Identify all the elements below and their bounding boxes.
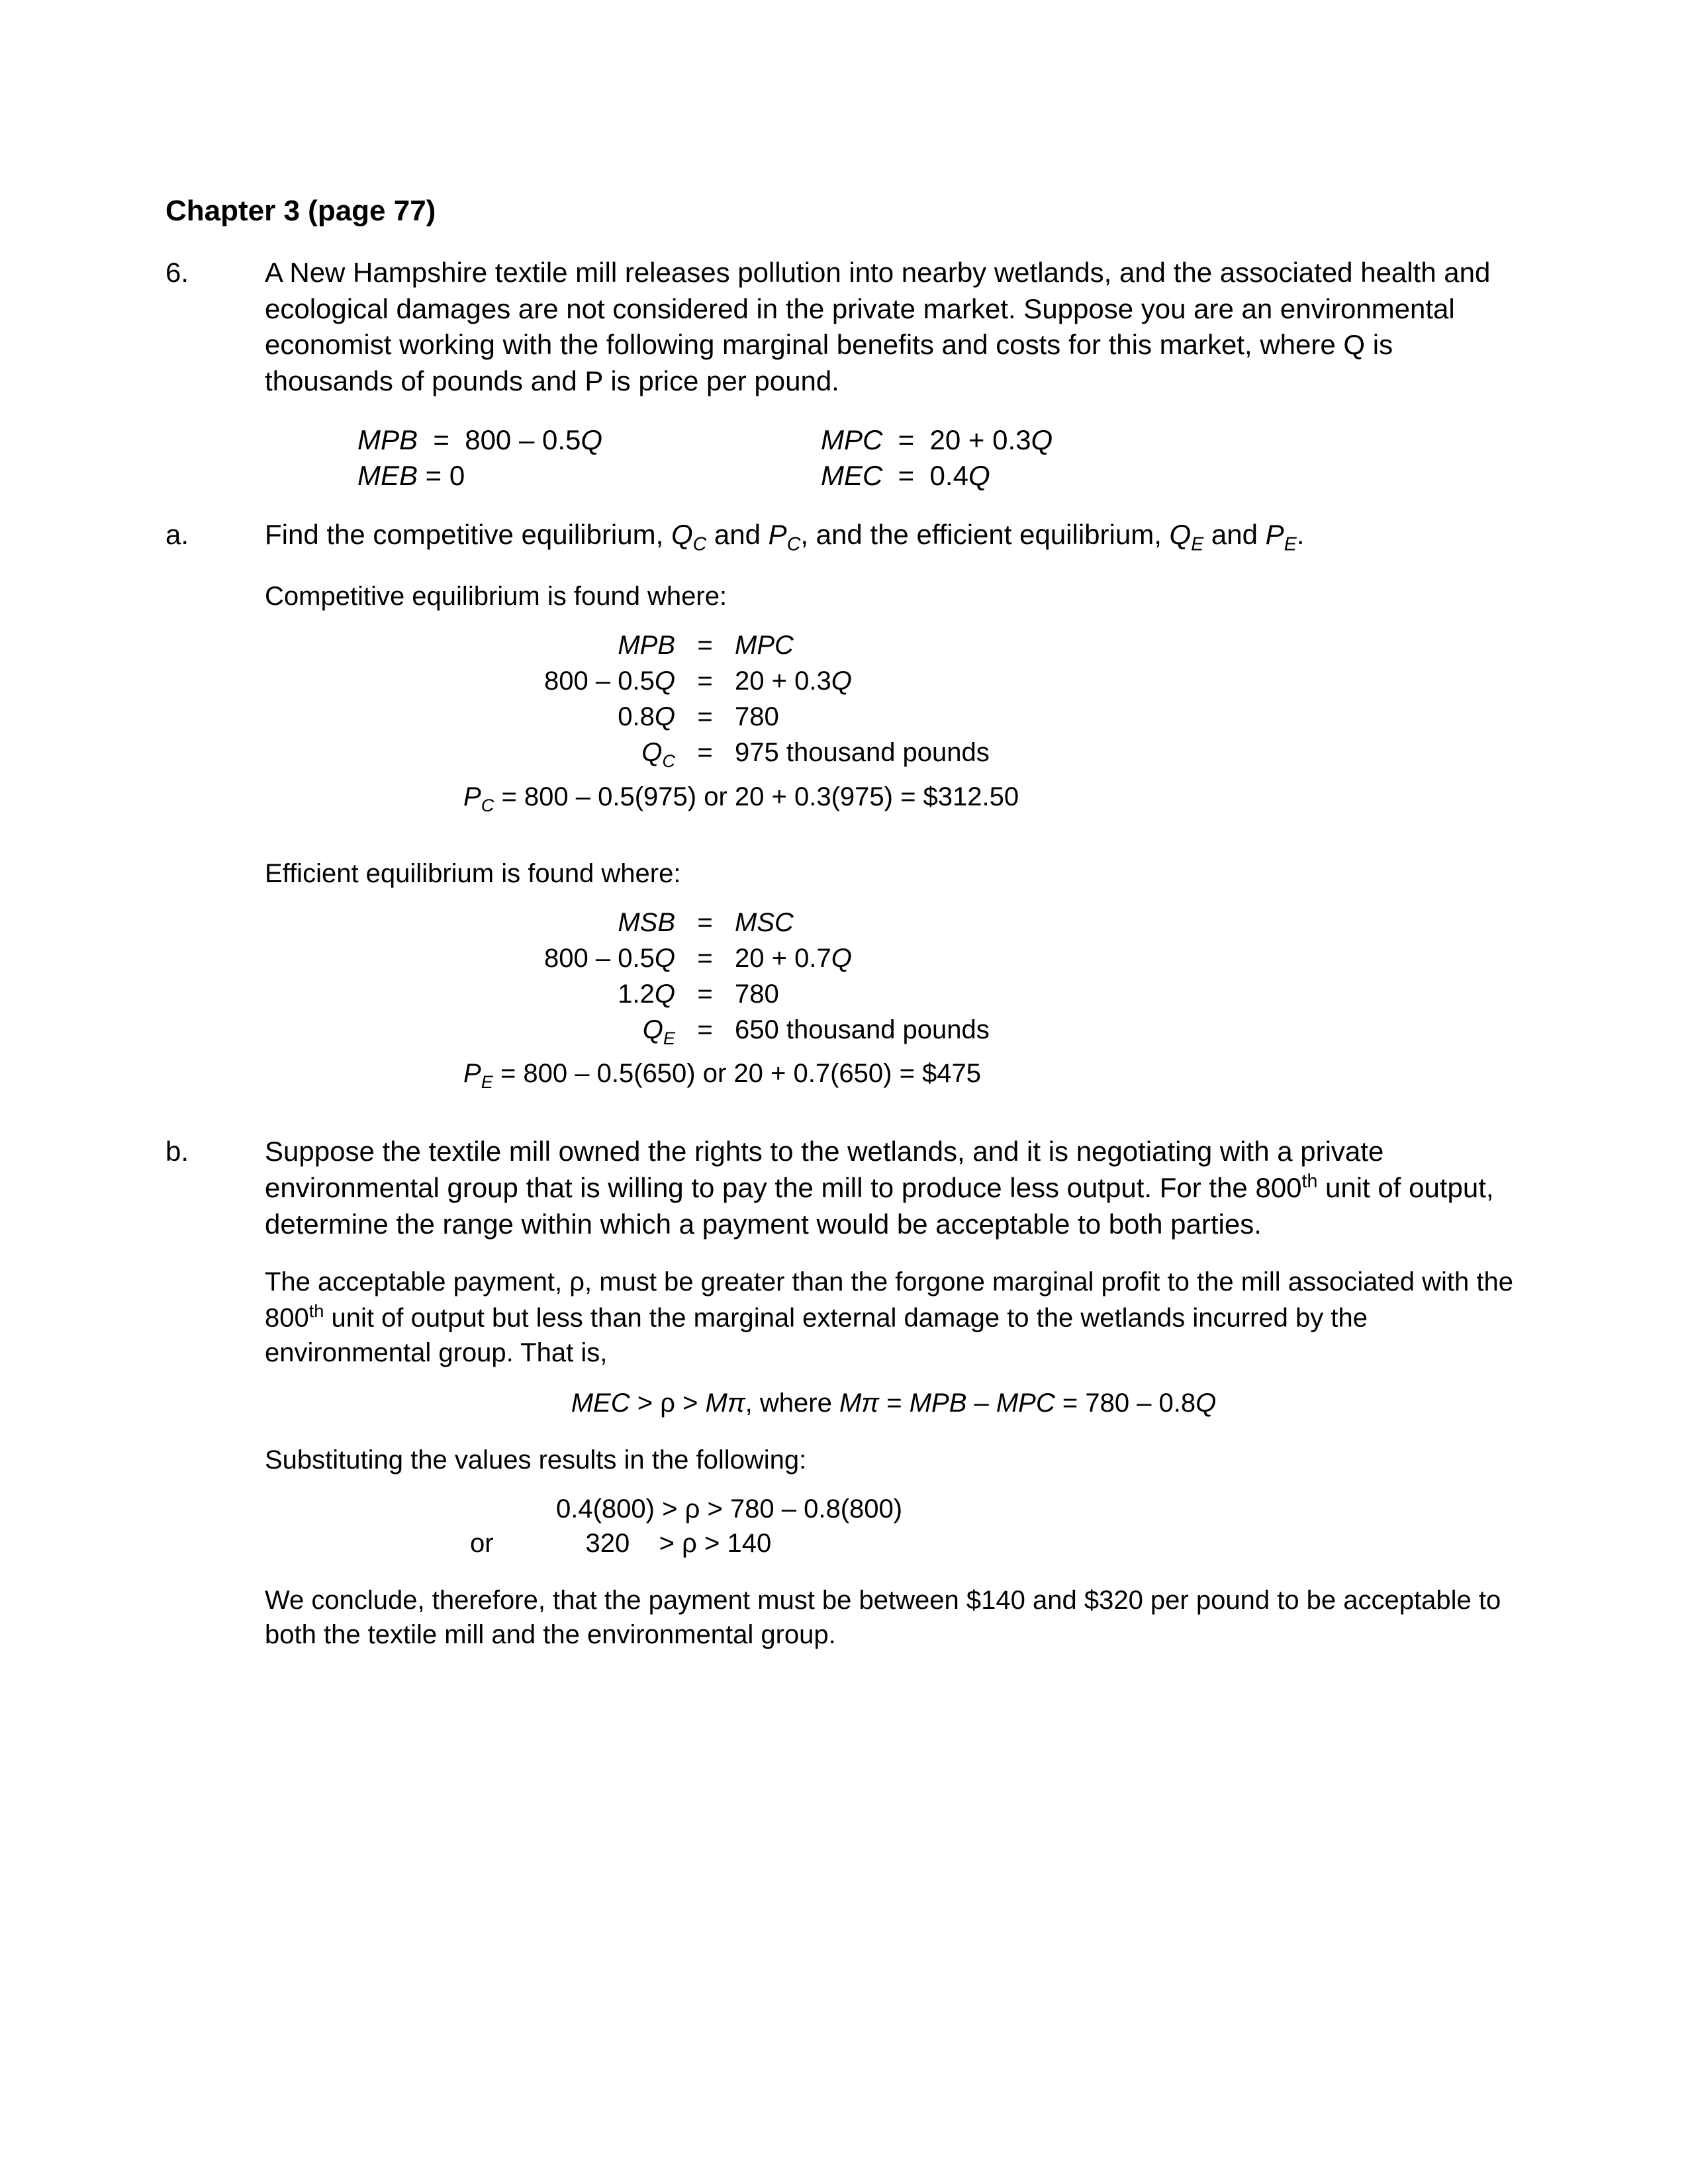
eff-r2-l: 800 – 0.5Q — [463, 941, 675, 976]
eff-r3-m: = — [675, 977, 735, 1011]
eff-r1-m: = — [675, 905, 735, 940]
question-number: 6. — [165, 255, 265, 291]
eq-mpb: MPB = 800 – 0.5Q — [357, 422, 821, 459]
eff-r4-m: = — [675, 1013, 735, 1050]
part-b-subst-intro: Substituting the values results in the f… — [265, 1443, 1523, 1477]
comp-r1-r: MPC — [735, 631, 794, 660]
eff-r4-r: 650 thousand pounds — [735, 1013, 1145, 1050]
eq-mec: MEC = 0.4Q — [821, 458, 1284, 494]
competitive-block: Competitive equilibrium is found where: … — [165, 579, 1523, 1093]
question-6: 6. A New Hampshire textile mill releases… — [165, 255, 1523, 399]
comp-r1-l: MPB — [618, 631, 675, 660]
subst-line-1: 0.4(800) > ρ > 780 – 0.8(800) — [556, 1492, 902, 1526]
part-a: a. Find the competitive equilibrium, QC … — [165, 517, 1523, 557]
part-b-solution: The acceptable payment, ρ, must be great… — [165, 1265, 1523, 1651]
part-a-text: Find the competitive equilibrium, QC and… — [265, 517, 1523, 557]
comp-r2-m: = — [675, 664, 735, 698]
eq-meb: MEB = 0 — [357, 458, 821, 494]
comp-r3-r: 780 — [735, 700, 1145, 734]
page: Chapter 3 (page 77) 6. A New Hampshire t… — [0, 0, 1688, 2184]
eff-r1-r: MSC — [735, 908, 794, 937]
eff-r3-r: 780 — [735, 977, 1145, 1011]
part-b-conclusion: We conclude, therefore, that the payment… — [265, 1583, 1523, 1652]
qe-sub: E — [1191, 533, 1203, 555]
efficient-equations: MSB = MSC 800 – 0.5Q = 20 + 0.7Q 1.2Q = … — [463, 905, 1523, 1050]
qe-var: Q — [1170, 519, 1192, 550]
part-a-mid: , and the efficient equilibrium, — [800, 519, 1169, 550]
efficient-price: PE = 800 – 0.5(650) or 20 + 0.7(650) = $… — [463, 1056, 1523, 1093]
part-b: b. Suppose the textile mill owned the ri… — [165, 1134, 1523, 1243]
part-a-period: . — [1297, 519, 1305, 550]
pe-sub: E — [1284, 533, 1297, 555]
eff-r1-l: MSB — [618, 908, 675, 937]
eff-r3-l: 1.2Q — [463, 977, 675, 1011]
part-a-and2: and — [1203, 519, 1265, 550]
pc-sub: C — [787, 533, 801, 555]
competitive-price: PC = 800 – 0.5(975) or 20 + 0.3(975) = $… — [463, 780, 1523, 817]
comp-r3-l: 0.8Q — [463, 700, 675, 734]
part-b-label: b. — [165, 1134, 265, 1170]
comp-r2-r: 20 + 0.3Q — [735, 664, 1145, 698]
subst-line-2: 320 > ρ > 140 — [556, 1526, 771, 1561]
eff-r2-r: 20 + 0.7Q — [735, 941, 1145, 976]
part-a-label: a. — [165, 517, 265, 553]
comp-r1-m: = — [675, 628, 735, 662]
qc-sub: C — [693, 533, 707, 555]
given-equations-left: MPB = 800 – 0.5Q MEB = 0 — [357, 422, 821, 494]
competitive-equations: MPB = MPC 800 – 0.5Q = 20 + 0.3Q 0.8Q = … — [463, 628, 1523, 772]
part-b-inequality: MEC > ρ > Mπ, where Mπ = MPB – MPC = 780… — [265, 1386, 1523, 1420]
question-text: A New Hampshire textile mill releases po… — [265, 255, 1523, 399]
efficient-intro: Efficient equilibrium is found where: — [265, 856, 1523, 891]
comp-r2-l: 800 – 0.5Q — [463, 664, 675, 698]
comp-r4-r: 975 thousand pounds — [735, 735, 1145, 772]
part-b-substitution: 0.4(800) > ρ > 780 – 0.8(800) or 320 > ρ… — [470, 1492, 1523, 1561]
part-b-explain: The acceptable payment, ρ, must be great… — [265, 1265, 1523, 1369]
competitive-intro: Competitive equilibrium is found where: — [265, 579, 1523, 614]
comp-r4-m: = — [675, 735, 735, 772]
eq-mpc: MPC = 20 + 0.3Q — [821, 422, 1284, 459]
qc-var: Q — [671, 519, 693, 550]
given-equations: MPB = 800 – 0.5Q MEB = 0 MPC = 20 + 0.3Q… — [357, 422, 1523, 494]
given-equations-right: MPC = 20 + 0.3Q MEC = 0.4Q — [821, 422, 1284, 494]
pc-var: P — [769, 519, 787, 550]
pe-var: P — [1266, 519, 1284, 550]
part-a-and1: and — [706, 519, 768, 550]
comp-r4-l: QC — [463, 735, 675, 772]
eff-r4-l: QE — [463, 1013, 675, 1050]
part-a-pre: Find the competitive equilibrium, — [265, 519, 671, 550]
chapter-title: Chapter 3 (page 77) — [165, 192, 1523, 230]
subst-or: or — [470, 1526, 556, 1561]
part-b-text: Suppose the textile mill owned the right… — [265, 1134, 1523, 1243]
eff-r2-m: = — [675, 941, 735, 976]
comp-r3-m: = — [675, 700, 735, 734]
